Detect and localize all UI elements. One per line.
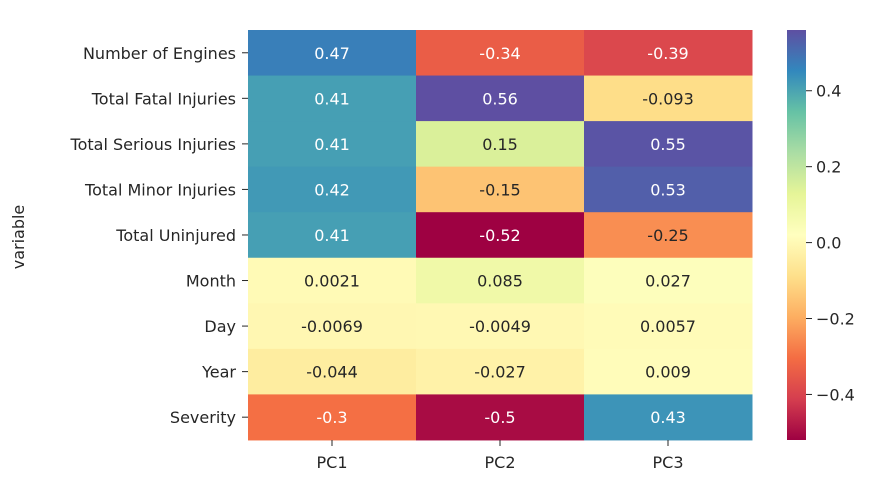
heatmap-cell <box>416 30 585 77</box>
cell-value-label: 0.47 <box>314 44 350 63</box>
heatmap-cell <box>416 121 585 168</box>
y-axis-ticks: Number of Engines Total Fatal Injuries Tot… <box>70 44 248 427</box>
heatmap-cell <box>416 257 585 304</box>
heatmap-cell <box>416 75 585 122</box>
x-tick-label: PC3 <box>653 453 684 472</box>
heatmap-cell <box>416 166 585 213</box>
heatmap-cell <box>584 394 753 441</box>
heatmap-cell <box>584 30 753 77</box>
heatmap-cell <box>248 394 417 441</box>
colorbar-gradient <box>787 30 806 440</box>
heatmap-cell <box>248 257 417 304</box>
heatmap-cell <box>584 257 753 304</box>
heatmap-cell <box>248 212 417 259</box>
cell-value-label: 0.41 <box>314 226 350 245</box>
cell-value-label: 0.53 <box>650 180 686 199</box>
heatmap-cell <box>584 348 753 395</box>
cell-value-label: -0.3 <box>316 408 347 427</box>
heatmap-cell <box>248 121 417 168</box>
cell-value-label: 0.009 <box>645 363 691 382</box>
y-tick-label: Year <box>201 363 236 382</box>
cell-value-label: 0.56 <box>482 89 518 108</box>
y-tick-label: Total Fatal Injuries <box>91 89 236 108</box>
colorbar-tick-label: 0.2 <box>816 158 841 177</box>
cell-value-label: 0.43 <box>650 408 686 427</box>
cell-value-label: 0.0021 <box>304 272 360 291</box>
cell-value-label: -0.093 <box>642 89 694 108</box>
cell-value-label: -0.39 <box>647 44 688 63</box>
cell-value-label: -0.25 <box>647 226 688 245</box>
heatmap-cell <box>416 212 585 259</box>
heatmap-cell <box>416 303 585 350</box>
y-tick-label: Severity <box>170 408 236 427</box>
cell-value-label: 0.085 <box>477 272 523 291</box>
cell-value-label: 0.41 <box>314 89 350 108</box>
colorbar-ticks: 0.4 0.2 0.0 −0.2 −0.4 <box>806 82 855 404</box>
cell-value-label: -0.15 <box>479 180 520 199</box>
heatmap-cells <box>248 30 753 441</box>
cell-value-label: -0.52 <box>479 226 520 245</box>
colorbar <box>787 30 806 440</box>
y-tick-label: Number of Engines <box>83 44 236 63</box>
y-tick-label: Month <box>186 272 236 291</box>
cell-value-label: 0.55 <box>650 135 686 154</box>
y-tick-label: Total Serious Injuries <box>70 135 236 154</box>
heatmap-cell <box>248 348 417 395</box>
heatmap-cell <box>584 212 753 259</box>
colorbar-tick-label: 0.0 <box>816 234 841 253</box>
heatmap-cell <box>584 166 753 213</box>
y-tick-label: Total Minor Injuries <box>84 180 236 199</box>
cell-value-label: -0.027 <box>474 363 526 382</box>
y-tick-label: Total Uninjured <box>115 226 236 245</box>
heatmap-cell <box>248 303 417 350</box>
cell-value-label: 0.41 <box>314 135 350 154</box>
heatmap-cell <box>248 166 417 213</box>
heatmap-cell <box>248 30 417 77</box>
x-tick-label: PC1 <box>317 453 348 472</box>
cell-value-labels: 0.47 -0.34 -0.39 0.41 0.56 -0.093 0.41 0.15 0.55… <box>301 44 696 427</box>
colorbar-tick-label: 0.4 <box>816 82 841 101</box>
colorbar-tick-label: −0.4 <box>816 385 855 404</box>
cell-value-label: 0.42 <box>314 180 350 199</box>
cell-value-label: -0.34 <box>479 44 520 63</box>
heatmap-cell <box>416 348 585 395</box>
y-tick-label: Day <box>204 317 236 336</box>
heatmap-cell <box>584 75 753 122</box>
cell-value-label: -0.0069 <box>301 317 363 336</box>
colorbar-tick-label: −0.2 <box>816 310 855 329</box>
cell-value-label: 0.027 <box>645 272 691 291</box>
cell-value-label: -0.0049 <box>469 317 531 336</box>
heatmap-cell <box>584 303 753 350</box>
x-axis-ticks: PC1 PC2 PC3 <box>317 439 684 472</box>
heatmap-cell <box>248 75 417 122</box>
heatmap-cell <box>584 121 753 168</box>
cell-value-label: 0.0057 <box>640 317 696 336</box>
y-axis-title: variable <box>9 205 28 270</box>
cell-value-label: -0.5 <box>484 408 515 427</box>
x-tick-label: PC2 <box>485 453 516 472</box>
heatmap-cell <box>416 394 585 441</box>
cell-value-label: 0.15 <box>482 135 518 154</box>
cell-value-label: -0.044 <box>306 363 358 382</box>
